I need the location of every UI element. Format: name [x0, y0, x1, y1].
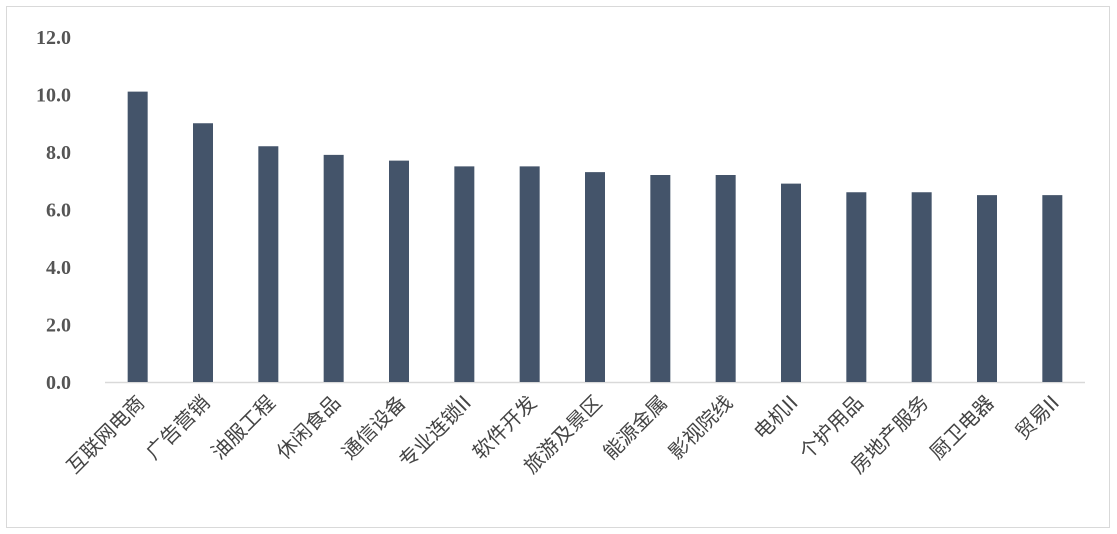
y-tick-label: 2.0: [46, 315, 71, 337]
y-tick-label: 0.0: [46, 372, 71, 394]
bar: [127, 91, 148, 382]
x-category-label: 电机II: [749, 391, 803, 445]
x-axis-labels: 互联网电商广告营销油服工程休闲食品通信设备专业连锁II软件开发旅游及景区能源金属…: [62, 391, 1064, 479]
x-category-label: 能源金属: [598, 391, 672, 465]
x-category-label: 贸易II: [1010, 391, 1064, 445]
y-axis-ticks: 0.0 2.0 4.0 6.0 8.0 10.0 12.0: [36, 27, 71, 394]
y-tick-label: 8.0: [46, 142, 71, 164]
bar: [454, 166, 475, 382]
bar: [585, 172, 605, 382]
x-category-label: 休闲食品: [272, 391, 346, 465]
bar: [1042, 195, 1063, 382]
bars: [127, 91, 1063, 382]
bar: [323, 154, 344, 382]
bar: [977, 195, 997, 382]
bar: [650, 175, 671, 382]
bar: [715, 175, 736, 382]
y-tick-label: 10.0: [36, 85, 71, 107]
bar: [781, 183, 801, 382]
y-tick-label: 12.0: [36, 27, 71, 49]
y-tick-label: 6.0: [46, 200, 71, 222]
x-category-label: 油服工程: [206, 391, 280, 465]
x-category-label: 厨卫电器: [925, 391, 999, 465]
y-tick-label: 4.0: [46, 257, 71, 279]
bar: [258, 146, 279, 382]
x-category-label: 广告营销: [141, 391, 215, 465]
bar: [846, 192, 867, 382]
bar: [911, 192, 932, 382]
bar: [389, 160, 409, 382]
bar: [519, 166, 540, 382]
x-category-label: 互联网电商: [62, 391, 150, 479]
x-category-label: 影视院线: [664, 391, 738, 465]
x-category-label: 专业连锁II: [394, 391, 476, 473]
bar: [193, 123, 213, 382]
